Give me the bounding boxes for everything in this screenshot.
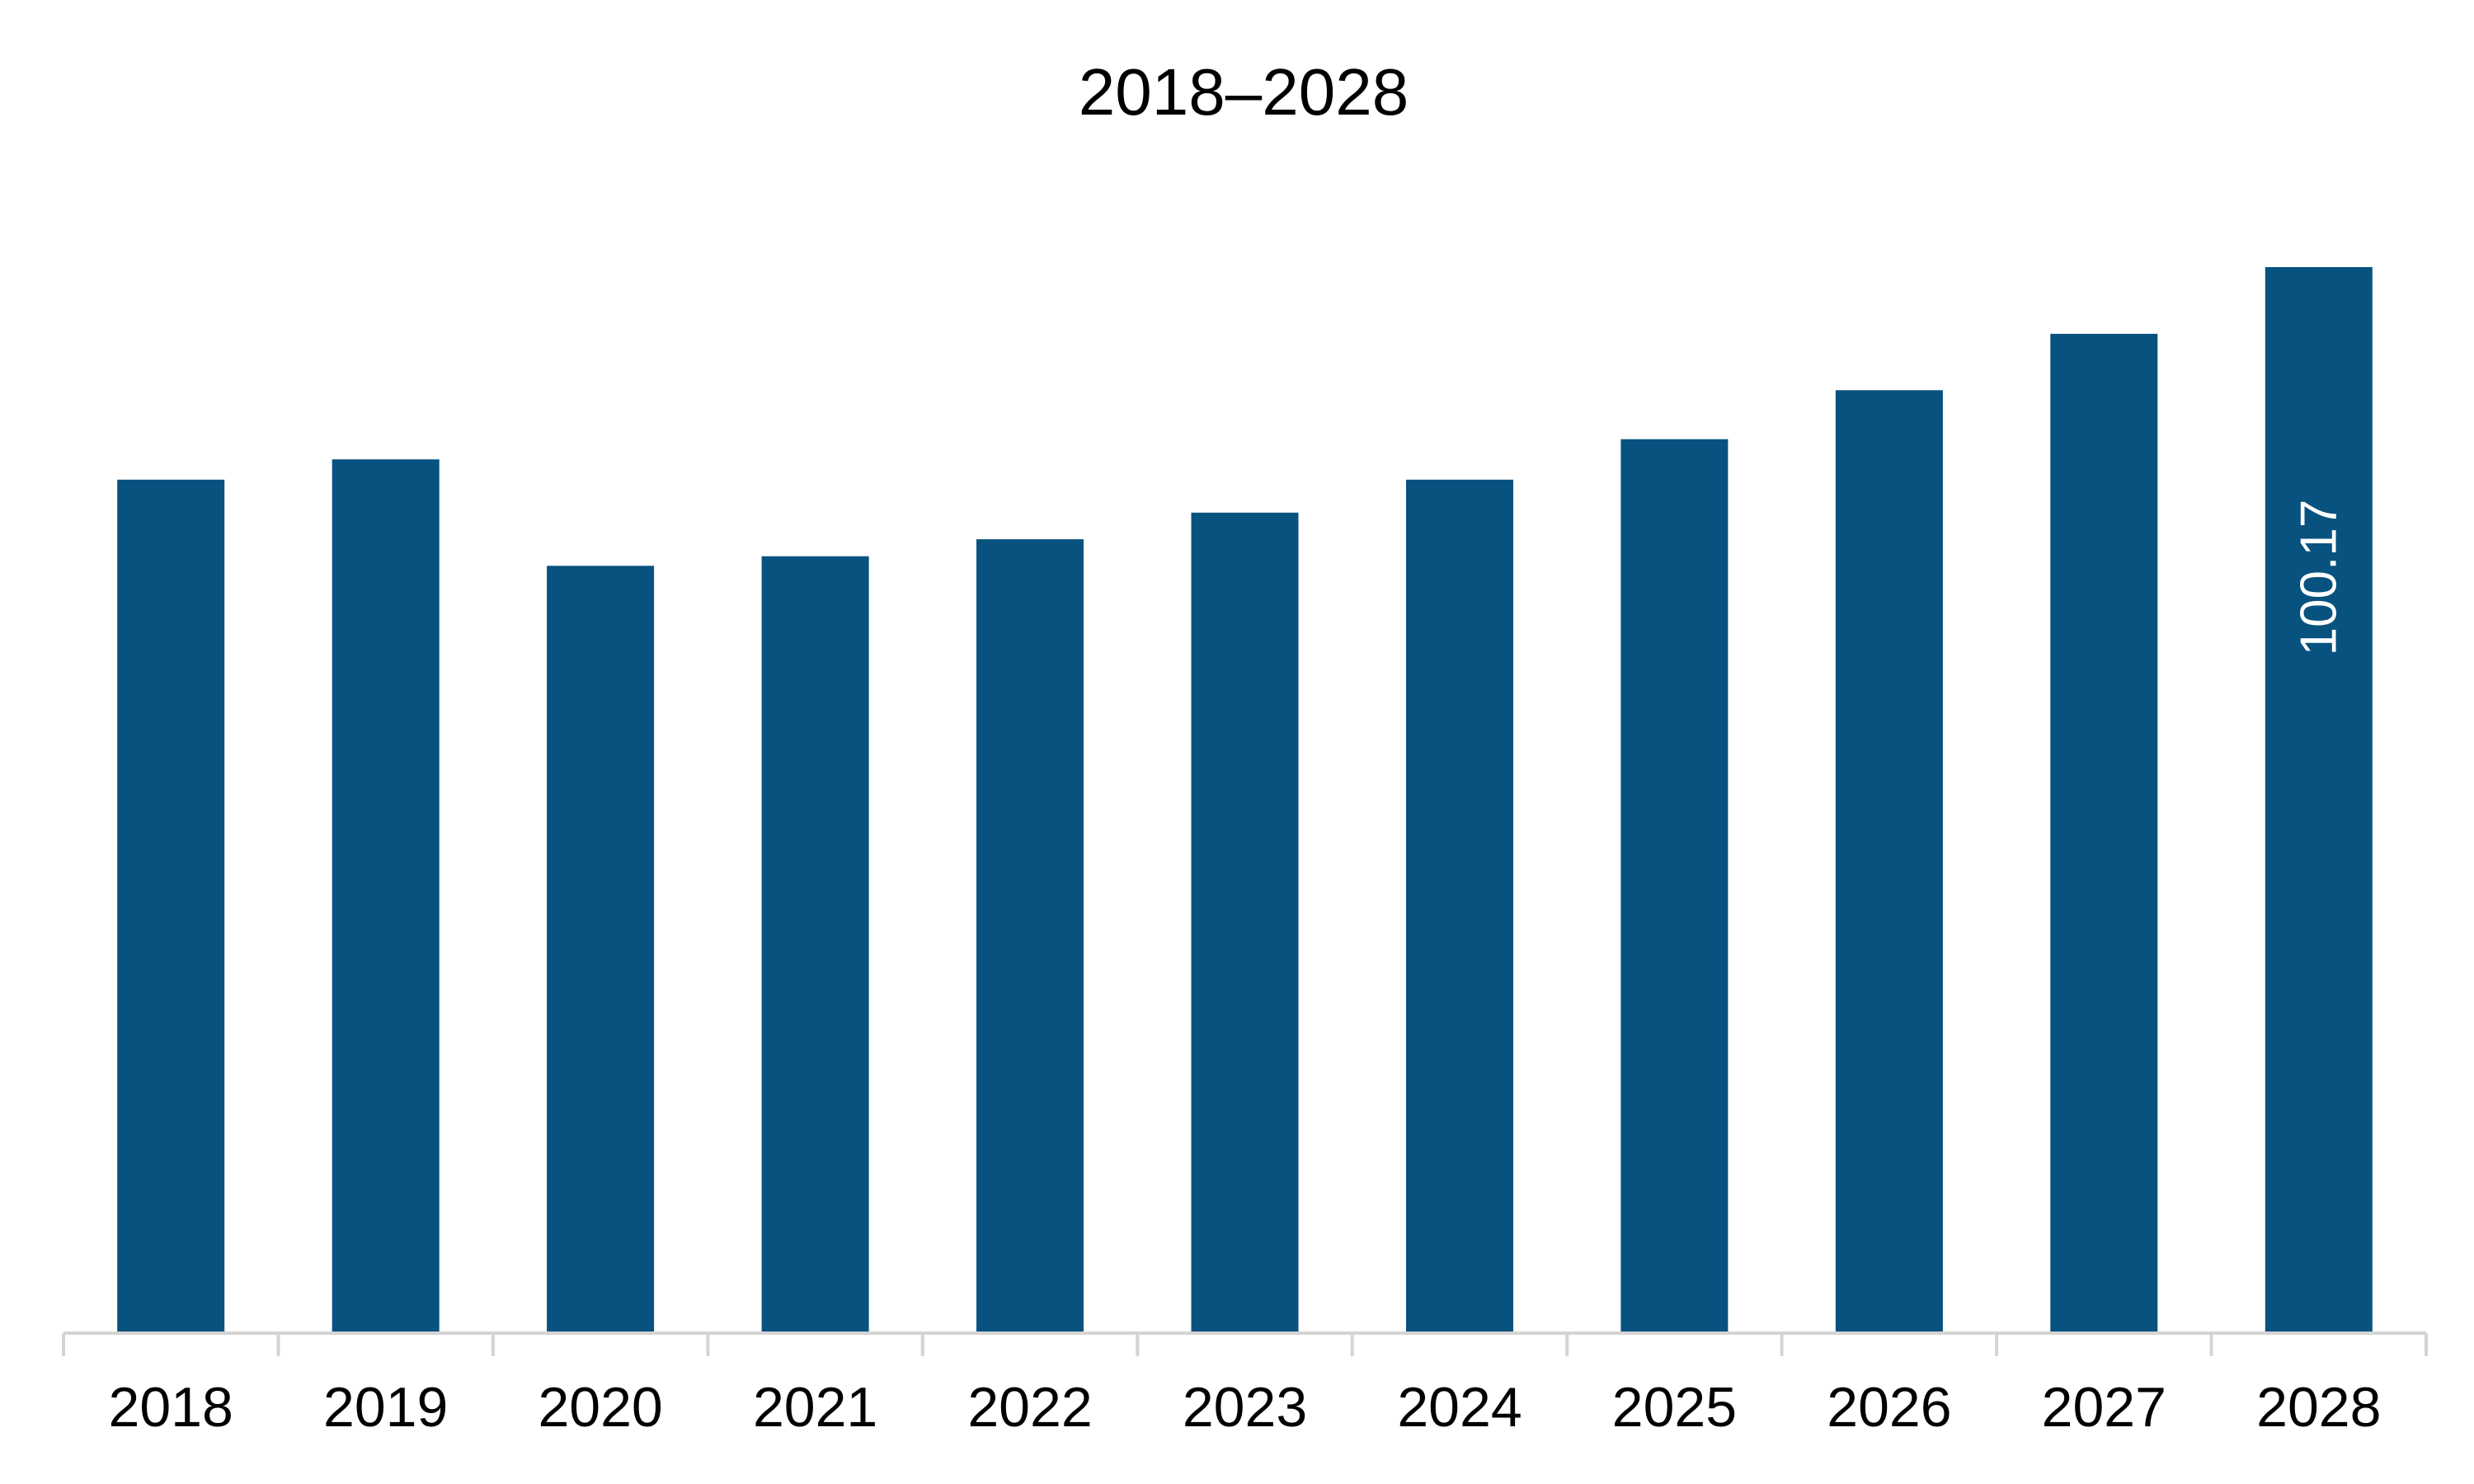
bar-2027 <box>2050 333 2158 1333</box>
bar-2028 <box>2265 267 2373 1333</box>
bar-2021 <box>761 556 869 1333</box>
x-tick-label-2025: 2025 <box>1612 1376 1737 1439</box>
bar-2022 <box>976 539 1084 1333</box>
x-tick-label-2026: 2026 <box>1827 1376 1951 1439</box>
chart-title: 2018–2028 <box>1079 55 1409 129</box>
x-tick-label-2023: 2023 <box>1183 1376 1307 1439</box>
bar-2018 <box>117 479 225 1333</box>
bars-group <box>117 267 2373 1334</box>
data-label-2028: 100.17 <box>2290 500 2347 656</box>
bar-2023 <box>1191 512 1299 1333</box>
data-labels: 100.17 <box>2290 500 2347 656</box>
bar-2020 <box>547 566 655 1333</box>
x-tick-label-2020: 2020 <box>538 1376 662 1439</box>
x-tick-label-2018: 2018 <box>109 1376 233 1439</box>
bar-2019 <box>332 459 440 1334</box>
x-tick-label-2021: 2021 <box>753 1376 877 1439</box>
x-tick-label-2019: 2019 <box>323 1376 448 1439</box>
x-tick-label-2028: 2028 <box>2256 1376 2381 1439</box>
x-tick-label-2027: 2027 <box>2042 1376 2166 1439</box>
bar-2025 <box>1620 439 1729 1334</box>
bar-2026 <box>1835 390 1943 1333</box>
bar-2024 <box>1406 479 1513 1333</box>
x-axis <box>62 1331 2428 1356</box>
x-tick-labels: 2018 2019 2020 2021 2022 2023 2024 2025 2026 2027… <box>109 1376 2382 1439</box>
x-tick-label-2024: 2024 <box>1397 1376 1522 1439</box>
x-tick-label-2022: 2022 <box>967 1376 1092 1439</box>
